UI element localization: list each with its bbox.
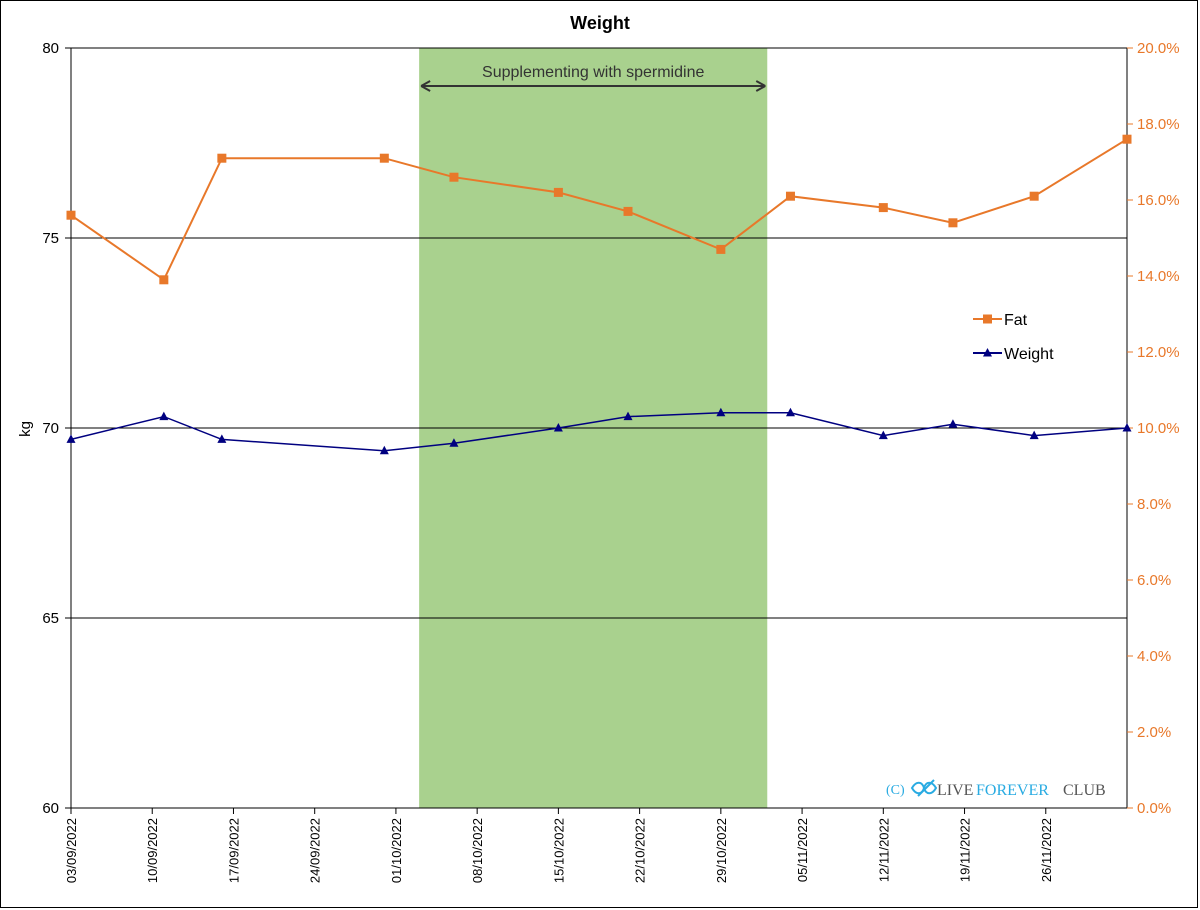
y2-tick-label-9: 18.0%	[1137, 116, 1180, 133]
weight-point-1	[159, 411, 169, 421]
annotation-label: Supplementing with spermidine	[482, 64, 704, 81]
watermark-prefix: (C)	[886, 783, 905, 798]
weight-point-7	[716, 407, 726, 417]
x-tick-label-2: 17/09/2022	[226, 818, 241, 883]
x-tick-label-12: 26/11/2022	[1039, 818, 1054, 882]
fat-point-7	[716, 244, 726, 254]
fat-point-9	[878, 203, 888, 213]
y-axis-label: kg	[17, 421, 34, 437]
y2-tick-label-10: 20.0%	[1137, 40, 1180, 57]
fat-point-1	[159, 275, 169, 285]
weight-point-10	[948, 419, 958, 428]
y2-tick-label-4: 8.0%	[1137, 496, 1171, 513]
weight-point-4	[449, 438, 459, 447]
legend-fat-marker	[983, 314, 992, 324]
x-tick-label-3: 24/09/2022	[308, 818, 323, 883]
weight-point-2	[217, 434, 227, 443]
x-tick-label-8: 29/10/2022	[714, 818, 729, 883]
y-tick-label-75: 75	[42, 230, 59, 247]
weight-point-11	[1029, 430, 1039, 440]
legend-fat-label: Fat	[1004, 312, 1028, 329]
x-tick-label-11: 19/11/2022	[958, 818, 973, 882]
y2-tick-label-3: 6.0%	[1137, 572, 1171, 589]
x-tick-label-9: 05/11/2022	[795, 818, 810, 882]
y2-tick-label-8: 16.0%	[1137, 192, 1180, 209]
annotation-arrow-right-head	[755, 80, 766, 92]
x-tick-label-7: 22/10/2022	[633, 818, 648, 883]
chart-title: Weight	[570, 13, 630, 33]
fat-point-5	[553, 187, 563, 197]
y2-tick-label-6: 12.0%	[1137, 344, 1180, 361]
fat-point-12	[1122, 134, 1132, 144]
fat-point-4	[449, 172, 459, 182]
x-tick-label-10: 12/11/2022	[876, 818, 891, 882]
fat-point-3	[379, 153, 389, 163]
legend-weight-marker	[983, 348, 992, 357]
y-tick-label-65: 65	[42, 610, 59, 627]
fat-point-10	[948, 218, 958, 228]
y2-tick-label-0: 0.0%	[1137, 800, 1171, 817]
annotation-arrow-left-head	[420, 80, 431, 92]
y2-tick-label-7: 14.0%	[1137, 268, 1180, 285]
fat-point-2	[217, 153, 227, 163]
x-tick-label-1: 10/09/2022	[145, 818, 160, 883]
weight-point-12	[1122, 423, 1132, 432]
x-tick-label-5: 08/10/2022	[470, 818, 485, 883]
weight-point-3	[379, 445, 389, 455]
fat-point-0	[66, 210, 76, 220]
y2-tick-label-2: 4.0%	[1137, 648, 1171, 665]
infinity-icon	[910, 779, 938, 797]
x-tick-label-4: 01/10/2022	[389, 818, 404, 883]
legend-weight-label: Weight	[1004, 346, 1054, 363]
y-tick-label-60: 60	[42, 800, 59, 817]
fat-point-11	[1029, 191, 1039, 201]
y2-tick-label-5: 10.0%	[1137, 420, 1180, 437]
watermark-live: LIVE	[937, 782, 973, 799]
weight-point-8	[785, 407, 795, 417]
fat-point-8	[785, 191, 795, 201]
fat-point-6	[623, 206, 633, 216]
y2-tick-label-1: 2.0%	[1137, 724, 1171, 741]
watermark-club: CLUB	[1063, 782, 1106, 799]
watermark: (C) LIVE FOREVER CLUB	[886, 779, 1106, 799]
weight-point-5	[553, 423, 563, 432]
weight-point-9	[878, 430, 888, 440]
watermark-forever: FOREVER	[976, 782, 1049, 799]
weight-point-0	[66, 434, 76, 443]
x-tick-label-0: 03/09/2022	[64, 818, 79, 883]
x-tick-label-6: 15/10/2022	[551, 818, 566, 883]
y-tick-label-80: 80	[42, 40, 59, 57]
y-tick-label-70: 70	[42, 420, 59, 437]
weight-point-6	[623, 411, 633, 421]
